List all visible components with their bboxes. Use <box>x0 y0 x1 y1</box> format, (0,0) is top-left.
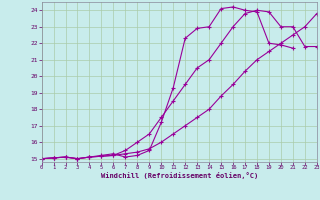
X-axis label: Windchill (Refroidissement éolien,°C): Windchill (Refroidissement éolien,°C) <box>100 172 258 179</box>
